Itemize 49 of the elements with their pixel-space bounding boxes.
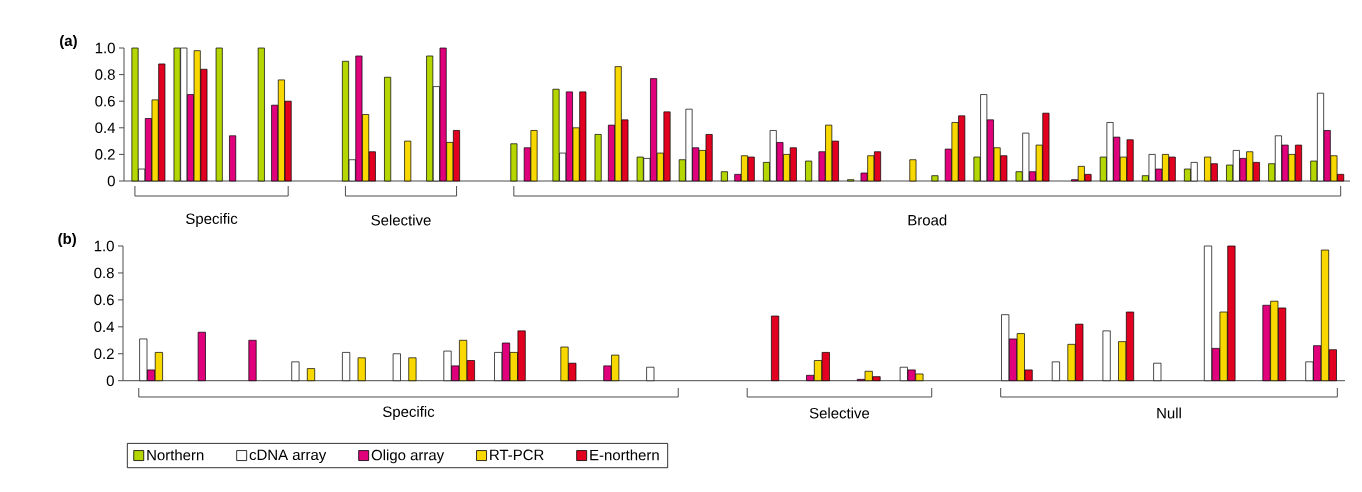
bar <box>646 366 655 382</box>
legend-label: Oligo array <box>371 449 445 464</box>
bar <box>909 159 917 182</box>
bar <box>404 140 412 182</box>
y-tick-label: 0.8 <box>94 267 114 279</box>
bar <box>291 361 300 382</box>
text: Null <box>1157 407 1181 419</box>
bar <box>1102 330 1111 382</box>
y-tick-label: 0.6 <box>95 95 115 107</box>
bar <box>594 134 602 182</box>
bar <box>1153 362 1162 382</box>
bar <box>931 175 939 182</box>
bar <box>357 357 366 382</box>
text: Specific <box>383 406 435 420</box>
y-tick-label: 0 <box>107 175 115 187</box>
bar <box>248 339 257 382</box>
bar <box>215 47 223 182</box>
chart-title: (b) <box>58 233 76 247</box>
y-tick-label: 0 <box>106 375 114 386</box>
legend-label: E-northern <box>590 449 659 461</box>
text: Specific <box>186 213 238 227</box>
text: Selective <box>809 407 870 419</box>
text: Selective <box>371 214 431 226</box>
bar <box>771 315 780 382</box>
y-tick-label: 0.4 <box>95 122 116 134</box>
legend-label: Northern <box>147 449 204 461</box>
bar <box>720 171 728 182</box>
chart-title: (a) <box>60 35 77 49</box>
bar <box>257 47 265 182</box>
y-tick-label: 0.6 <box>94 294 114 306</box>
legend-label: RT-PCR <box>490 449 544 461</box>
y-tick-label: 0.4 <box>94 321 115 333</box>
bar <box>342 352 351 382</box>
y-tick-label: 0.8 <box>95 69 115 80</box>
bar <box>306 368 316 382</box>
bar <box>408 357 417 382</box>
y-tick-label: 0.2 <box>94 348 114 360</box>
bar <box>392 353 401 382</box>
bar <box>229 135 237 182</box>
bar <box>510 143 518 182</box>
text: Broad <box>908 214 947 226</box>
bar <box>384 76 392 182</box>
bar <box>1051 361 1060 382</box>
legend-label: cDNA array <box>249 449 327 464</box>
y-tick-label: 1.0 <box>95 42 115 54</box>
y-tick-label: 1.0 <box>94 240 114 252</box>
bar <box>805 160 813 182</box>
bar <box>197 331 206 382</box>
y-tick-label: 0.2 <box>95 149 115 160</box>
